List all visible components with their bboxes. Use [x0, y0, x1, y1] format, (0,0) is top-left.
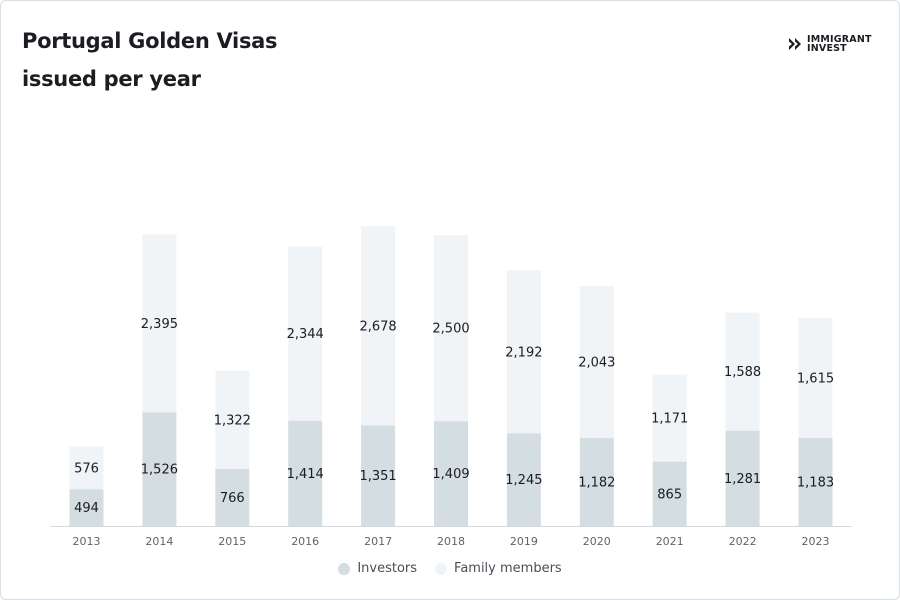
data-label-family-members-2014: 2,395 — [141, 317, 178, 332]
x-tick-label-2023: 2023 — [802, 535, 830, 548]
x-tick-label-2020: 2020 — [583, 535, 611, 548]
data-label-investors-2013: 494 — [74, 501, 99, 516]
x-tick-label-2019: 2019 — [510, 535, 538, 548]
bar-family-members-2017 — [361, 226, 396, 426]
chart-title-line-1: Portugal Golden Visas — [22, 29, 278, 53]
data-label-family-members-2021: 1,171 — [651, 412, 688, 427]
legend-swatch-investors — [338, 562, 351, 575]
data-label-family-members-2013: 576 — [74, 461, 99, 476]
data-label-family-members-2018: 2,500 — [432, 322, 469, 337]
bar-investors-2023 — [798, 437, 833, 526]
bar-family-members-2019 — [506, 270, 541, 434]
data-label-family-members-2022: 1,588 — [724, 365, 761, 380]
x-tick-label-2017: 2017 — [364, 535, 392, 548]
legend-label-family-members: Family members — [454, 561, 562, 576]
bar-investors-2020 — [579, 438, 614, 526]
data-label-investors-2020: 1,182 — [578, 476, 615, 491]
bar-investors-2016 — [288, 420, 323, 526]
data-label-family-members-2016: 2,344 — [287, 327, 324, 342]
data-label-family-members-2017: 2,678 — [359, 319, 396, 334]
bar-family-members-2013 — [69, 446, 104, 490]
data-label-investors-2021: 865 — [657, 487, 682, 502]
bar-family-members-2014 — [142, 234, 177, 413]
x-tick-label-2013: 2013 — [73, 535, 101, 548]
bar-investors-2021 — [652, 461, 687, 526]
bar-investors-2022 — [725, 430, 760, 526]
x-tick-label-2016: 2016 — [291, 535, 319, 548]
data-label-investors-2019: 1,245 — [505, 473, 542, 488]
bar-investors-2014 — [142, 412, 177, 526]
x-tick-label-2018: 2018 — [437, 535, 465, 548]
data-label-investors-2015: 766 — [220, 491, 245, 506]
x-tick-label-2022: 2022 — [729, 535, 757, 548]
data-label-investors-2023: 1,183 — [797, 475, 834, 490]
x-tick-label-2014: 2014 — [145, 535, 173, 548]
bar-investors-2019 — [506, 433, 541, 526]
data-label-family-members-2015: 1,322 — [214, 413, 251, 428]
brand-name-line-1: IMMIGRANT — [807, 34, 872, 45]
data-label-investors-2018: 1,409 — [432, 467, 469, 482]
brand-name-line-2: INVEST — [807, 43, 847, 54]
bar-family-members-2021 — [652, 374, 687, 462]
bar-investors-2015 — [215, 469, 250, 526]
double-chevron-logo-icon — [789, 38, 801, 50]
bar-family-members-2023 — [798, 317, 833, 438]
bar-family-members-2022 — [725, 312, 760, 431]
brand-logo: IMMIGRANT INVEST — [788, 35, 872, 53]
data-label-family-members-2020: 2,043 — [578, 356, 615, 371]
x-tick-label-2021: 2021 — [656, 535, 684, 548]
chart-title-line-2: issued per year — [22, 67, 201, 91]
brand-name: IMMIGRANT INVEST — [807, 34, 872, 54]
bar-investors-2017 — [361, 425, 396, 526]
x-tick-label-2015: 2015 — [218, 535, 246, 548]
bar-family-members-2016 — [288, 246, 323, 421]
data-label-family-members-2019: 2,192 — [505, 345, 542, 360]
bar-investors-2013 — [69, 489, 104, 526]
data-label-investors-2016: 1,414 — [287, 467, 324, 482]
data-label-investors-2017: 1,351 — [359, 469, 396, 484]
data-label-family-members-2023: 1,615 — [797, 371, 834, 386]
legend-item-investors: Investors — [338, 561, 417, 576]
chart-title: Portugal Golden Visas issued per year — [22, 22, 278, 98]
legend-label-investors: Investors — [357, 561, 418, 576]
legend: Investors Family members — [0, 561, 900, 576]
bar-family-members-2015 — [215, 370, 250, 470]
data-label-investors-2022: 1,281 — [724, 472, 761, 487]
bar-investors-2018 — [434, 421, 468, 526]
bar-family-members-2018 — [434, 235, 468, 422]
legend-swatch-family-members — [435, 562, 448, 575]
data-label-investors-2014: 1,526 — [141, 463, 178, 478]
legend-item-family-members: Family members — [435, 561, 562, 576]
bar-family-members-2020 — [579, 286, 614, 439]
